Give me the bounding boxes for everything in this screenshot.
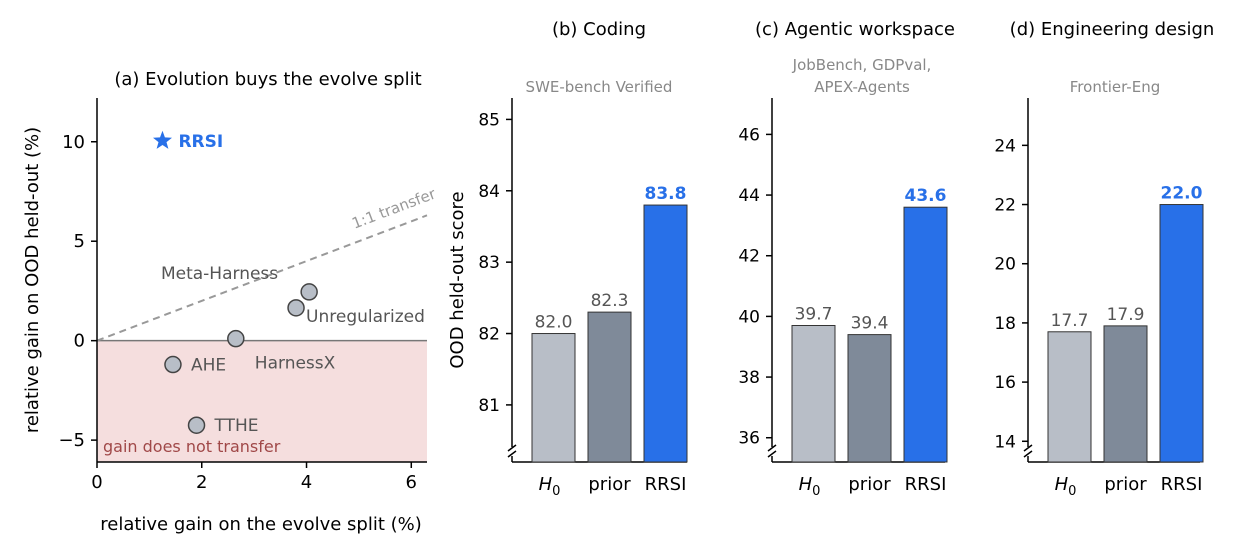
rrsi-star-marker: [153, 130, 172, 149]
y-tick-label: 81: [478, 396, 500, 416]
bar-prior: [587, 311, 632, 463]
x-tick-label: 4: [301, 472, 312, 493]
bar-prior: [1103, 325, 1148, 463]
bar-panel-agentic: (c) Agentic workspace JobBench, GDPval, …: [738, 19, 955, 499]
y-tick-label: 82: [478, 325, 500, 345]
scatter-x-axis-label: relative gain on the evolve split (%): [100, 514, 422, 535]
x-tick-label: 2: [196, 472, 207, 493]
y-tick-label: 20: [994, 255, 1016, 275]
point-label: Meta-Harness: [161, 264, 278, 284]
point-label: Unregularized: [306, 307, 425, 327]
y-tick-label: 40: [738, 307, 760, 327]
no-transfer-region-label: gain does not transfer: [103, 437, 281, 456]
bar-h0: [791, 325, 836, 463]
x-tick-label: 6: [406, 472, 417, 493]
category-label: prior: [848, 474, 891, 495]
y-tick-label: 38: [738, 368, 760, 388]
bar-rrsi: [643, 204, 688, 463]
bar-value-label: 39.7: [795, 305, 833, 325]
y-tick-label: 85: [478, 110, 500, 130]
bar-prior: [847, 334, 892, 463]
category-label: RRSI: [1161, 474, 1203, 495]
bar-h0: [1047, 331, 1092, 463]
y-tick-label: 84: [478, 182, 500, 202]
axis-break-mark: [767, 444, 777, 452]
scatter-y-axis-label: relative gain on OOD held-out (%): [22, 127, 43, 433]
y-tick-label: 22: [994, 196, 1016, 216]
bar-panel-coding: (b) Coding SWE-bench Verified OOD held-o…: [447, 19, 688, 499]
agentic-subtitle-line-2: APEX-Agents: [814, 78, 910, 96]
scatter-title: (a) Evolution buys the evolve split: [114, 69, 421, 90]
point-label: RRSI: [178, 132, 223, 152]
method-point: [164, 355, 182, 374]
bar-value-label: 39.4: [851, 314, 889, 334]
bar-value-label: 82.0: [535, 313, 573, 333]
y-tick-label: 46: [738, 125, 760, 145]
x-tick-label: 0: [91, 472, 102, 493]
y-tick-label: 16: [994, 373, 1016, 393]
y-tick-label: −5: [58, 430, 85, 451]
bar-value-label: 17.7: [1051, 311, 1089, 331]
category-label-h0: H0: [799, 474, 821, 499]
one-to-one-line: [96, 214, 428, 342]
y-tick-label: 42: [738, 247, 760, 267]
axis-break-mark: [767, 450, 777, 458]
category-label-h0: H0: [539, 474, 561, 499]
method-point: [227, 329, 245, 348]
axis-break-mark: [1023, 450, 1033, 458]
y-tick-label: 14: [994, 432, 1016, 452]
method-point: [300, 283, 318, 301]
category-label: RRSI: [645, 474, 687, 495]
axis-break-mark: [507, 450, 517, 458]
one-to-one-label: 1:1 transfer: [349, 184, 439, 232]
bar-value-label: 82.3: [591, 291, 629, 311]
category-label: RRSI: [905, 474, 947, 495]
engineering-title: (d) Engineering design: [1010, 19, 1215, 40]
bar-value-label: 43.6: [905, 186, 947, 206]
axis-break-mark: [1023, 444, 1033, 452]
coding-subtitle: SWE-bench Verified: [526, 78, 673, 96]
bar-value-label: 17.9: [1107, 305, 1145, 325]
y-tick-label: 44: [738, 186, 760, 206]
agentic-title: (c) Agentic workspace: [755, 19, 955, 40]
bar-y-axis-label: OOD held-out score: [447, 191, 468, 368]
y-tick-label: 10: [62, 132, 85, 153]
y-tick-label: 0: [74, 331, 85, 352]
y-tick-label: 5: [74, 231, 85, 252]
y-tick-label: 18: [994, 314, 1016, 334]
point-label: HarnessX: [255, 354, 336, 374]
category-label: prior: [1104, 474, 1147, 495]
point-label: TTHE: [214, 416, 259, 436]
no-transfer-region: [97, 340, 427, 462]
scatter-panel: (a) Evolution buys the evolve split gain…: [22, 69, 439, 535]
category-label: prior: [588, 474, 631, 495]
bar-rrsi: [903, 206, 948, 463]
category-label-h0: H0: [1055, 474, 1077, 499]
y-tick-label: 36: [738, 429, 760, 449]
bar-panel-engineering: (d) Engineering design Frontier-Eng 14 16…: [994, 19, 1214, 499]
y-tick-label: 83: [478, 253, 500, 273]
point-label: AHE: [191, 356, 226, 376]
bar-value-label: 83.8: [645, 184, 687, 204]
coding-title: (b) Coding: [552, 19, 646, 40]
bar-value-label: 22.0: [1161, 184, 1203, 204]
engineering-subtitle: Frontier-Eng: [1070, 78, 1160, 96]
method-point: [187, 416, 206, 434]
bar-h0: [531, 333, 576, 463]
bar-rrsi: [1159, 204, 1204, 463]
axis-break-mark: [507, 444, 517, 452]
agentic-subtitle-line-1: JobBench, GDPval,: [792, 56, 932, 74]
y-tick-label: 24: [994, 136, 1016, 156]
method-point: [287, 299, 305, 317]
